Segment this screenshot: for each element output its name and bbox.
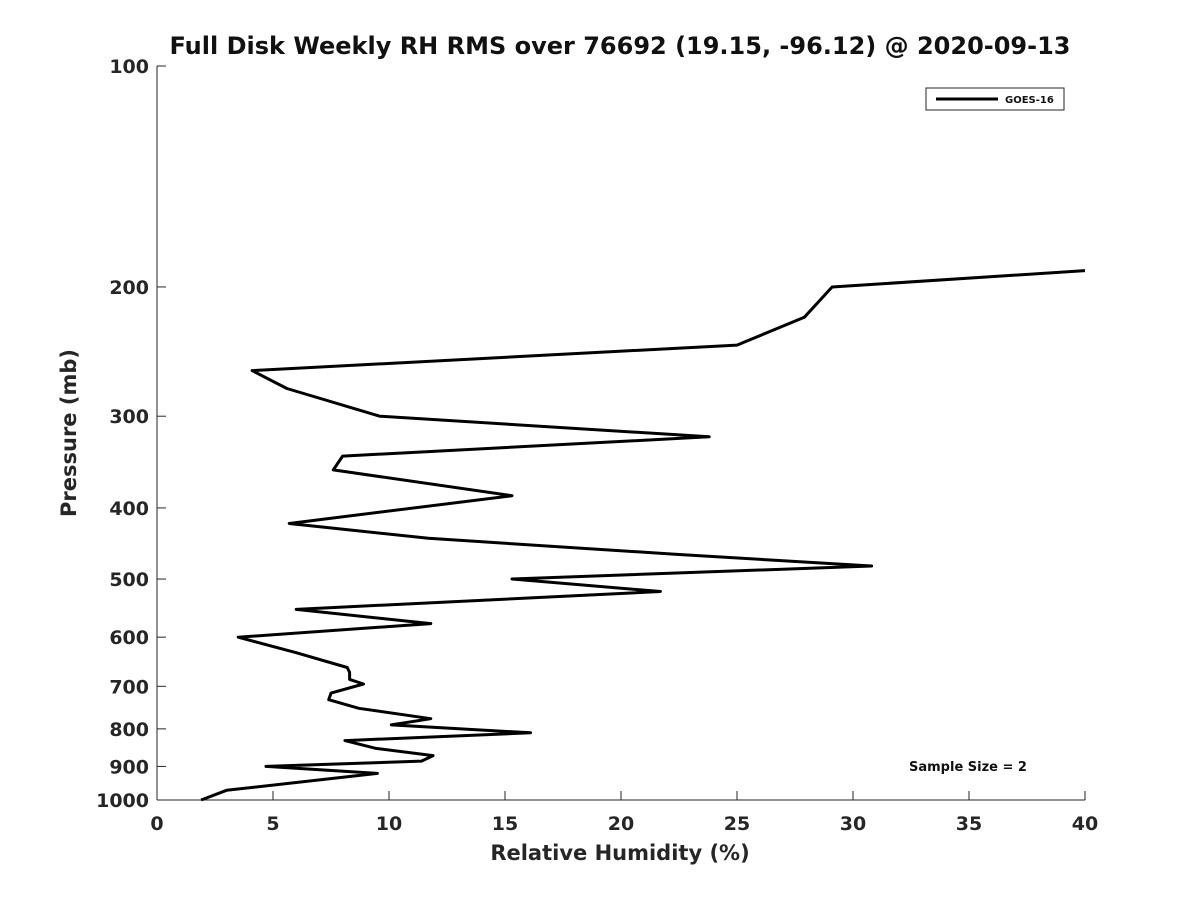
x-tick-label: 25 [724, 813, 750, 835]
series-group [200, 269, 1086, 802]
plot-area: 0 5 10 15 20 25 30 35 40 100 200 300 400 500 600 700 80… [96, 56, 1098, 835]
y-tick-label: 200 [109, 277, 149, 299]
x-tick-label: 5 [266, 813, 279, 835]
legend-label: GOES-16 [1005, 95, 1054, 106]
y-tick-label: 300 [109, 406, 149, 428]
y-tick-label: 400 [109, 498, 149, 520]
x-tick-label: 0 [150, 813, 163, 835]
x-axis-label: Relative Humidity (%) [490, 841, 749, 865]
y-tick-label: 900 [109, 756, 149, 778]
y-axis-label: Pressure (mb) [57, 349, 81, 517]
y-tick-label: 600 [109, 627, 149, 649]
x-tick-label: 35 [956, 813, 982, 835]
legend: GOES-16 [925, 87, 1065, 111]
x-tick-label: 10 [376, 813, 402, 835]
sample-size-annotation: Sample Size = 2 [909, 760, 1027, 775]
x-tick-label: 30 [840, 813, 866, 835]
y-tick-label: 100 [109, 56, 149, 78]
y-tick-label: 700 [109, 676, 149, 698]
y-tick-label: 1000 [96, 790, 149, 812]
x-ticks: 0 5 10 15 20 25 30 35 40 [150, 791, 1098, 835]
y-ticks: 100 200 300 400 500 600 700 800 900 1000 [96, 56, 166, 812]
chart-title: Full Disk Weekly RH RMS over 76692 (19.1… [169, 32, 1070, 60]
x-tick-label: 15 [492, 813, 518, 835]
series-line-goes-16 [200, 269, 1086, 802]
y-tick-label: 800 [109, 719, 149, 741]
x-tick-label: 20 [608, 813, 634, 835]
x-tick-label: 40 [1072, 813, 1098, 835]
y-tick-label: 500 [109, 569, 149, 591]
